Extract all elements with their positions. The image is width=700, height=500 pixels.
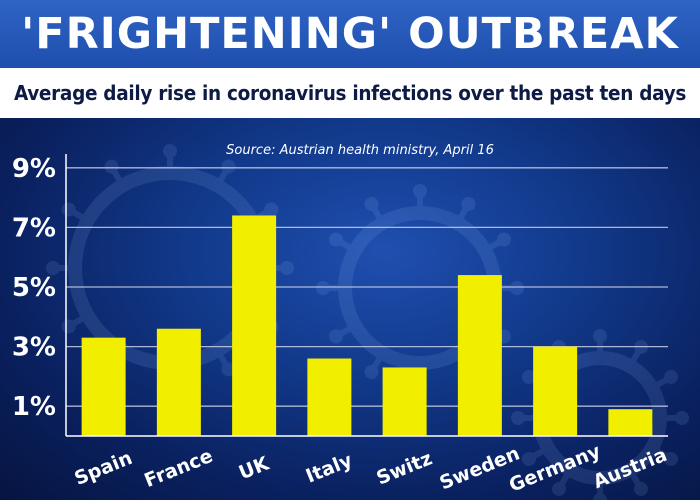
x-tick-label: Spain [71, 447, 135, 490]
y-tick-label: 1% [12, 392, 56, 422]
bar-sweden [457, 275, 502, 436]
bar-spain [81, 337, 126, 436]
axes [65, 154, 668, 437]
page-subtitle: Average daily rise in coronavirus infect… [13, 81, 687, 105]
page-title: 'FRIGHTENING' OUTBREAK [21, 9, 679, 59]
y-tick-label: 3% [12, 333, 56, 363]
y-tick-label: 5% [12, 273, 56, 303]
x-tick-label: UK [236, 452, 273, 484]
x-tick-label: Italy [303, 449, 356, 488]
source-note: Source: Austrian health ministry, April … [226, 143, 494, 158]
bar-austria [608, 409, 653, 436]
x-tick-label: Switz [373, 447, 435, 489]
x-tick-label: France [141, 445, 216, 492]
subtitle-bar: Average daily rise in coronavirus infect… [0, 68, 700, 118]
bar-germany [533, 346, 578, 436]
y-tick-label: 9% [12, 154, 56, 184]
y-tick-label: 7% [12, 213, 56, 243]
bar-france [156, 328, 201, 436]
bar-uk [232, 215, 277, 436]
bar-chart: Source: Austrian health ministry, April … [12, 143, 689, 500]
y-axis-ticks: 1% 3% 5% 7% 9% [12, 154, 56, 422]
bars [81, 215, 653, 436]
x-tick-label: Austria [590, 444, 670, 493]
bar-italy [307, 358, 352, 436]
title-bar: 'FRIGHTENING' OUTBREAK [0, 0, 700, 68]
bar-switz [382, 367, 427, 436]
chart-area: Source: Austrian health ministry, April … [0, 118, 700, 500]
x-axis-labels: Spain France UK Italy Switz SwedenGermanyAust… [71, 440, 670, 497]
